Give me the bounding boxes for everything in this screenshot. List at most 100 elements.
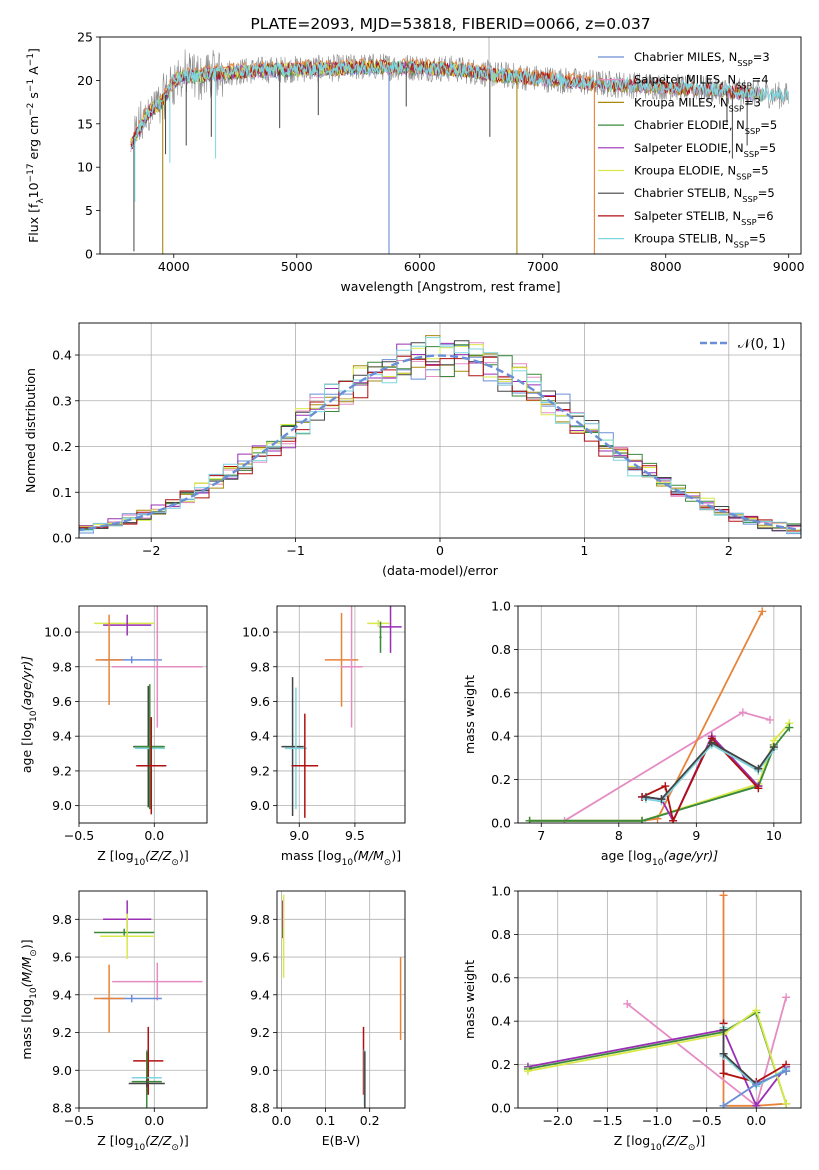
- age-vs-mass-xlabel-part: ⊙: [384, 858, 392, 868]
- spectrum-xtick-label: 7000: [527, 259, 559, 274]
- age-vs-Z-xtick-label: −0.5: [64, 828, 94, 843]
- massweight-vs-Z-plot: [523, 891, 791, 1108]
- age-vs-Z-axes: −0.5 0.0 9.0 9.2 9.4 9.6 9.8 10.0: [44, 606, 207, 843]
- spectrum-axes: 4000 5000 6000 7000 8000 9000 0 5 10 15 20 25: [77, 30, 805, 275]
- mass-vs-Z-ylabel-part: (M/M: [19, 957, 34, 988]
- mass-vs-EBV-ytick-label: 9.8: [250, 912, 270, 927]
- spectrum-ylabel-part: −2: [26, 103, 36, 116]
- massweight-vs-Z-xtick-label: −0.5: [691, 1113, 721, 1128]
- age-vs-Z-xlabel: Z [log10(Z/Z⊙)]: [97, 848, 188, 868]
- age-vs-Z-ytick-label: 9.2: [52, 763, 72, 778]
- massweight-vs-age-xtick-label: 9: [692, 828, 700, 843]
- spectrum-legend-entry-part: =5: [752, 164, 769, 178]
- spectrum-legend-entry-part: Chabrier ELODIE, N: [634, 118, 745, 132]
- mass-vs-EBV-plot: [281, 894, 402, 1108]
- massweight-vs-age-axes: 7 8 9 10 0.0 0.2 0.4 0.6 0.8 1.0: [491, 599, 801, 843]
- spectrum-frame: [99, 36, 802, 255]
- age-vs-Z-ylabel-part: age [log: [19, 722, 34, 773]
- spectrum-legend-entry-part: =5: [760, 118, 777, 132]
- mass-vs-EBV-ytick-label: 9.4: [250, 987, 270, 1002]
- spectrum-legend-entry-part: SSP: [741, 217, 756, 227]
- massweight-vs-Z-marker: [782, 993, 791, 1002]
- age-vs-Z-frame: [78, 605, 208, 824]
- age-vs-Z-ytick-label: 9.0: [52, 798, 72, 813]
- residuals-ytick-label: 0.2: [52, 439, 72, 454]
- age-vs-mass-xlabel-part: (M/M: [353, 848, 384, 863]
- residuals-xtick-label: −1: [286, 543, 304, 558]
- mass-vs-EBV-xtick-label: 0.0: [271, 1113, 291, 1128]
- massweight-vs-age-xtick-label: 10: [766, 828, 782, 843]
- age-vs-Z-plot: [94, 606, 203, 815]
- mass-vs-Z-ylabel-part: 10: [29, 987, 39, 999]
- massweight-vs-Z-xlabel-part: )]: [695, 1133, 705, 1148]
- massweight-vs-age-ytick-label: 1.0: [491, 599, 511, 614]
- residuals-ytick-label: 0.4: [52, 348, 72, 363]
- massweight-vs-age-xlabel-part: (age/yr)]: [663, 848, 718, 863]
- mass-vs-Z-ytick-label: 9.6: [52, 950, 72, 965]
- spectrum-xtick-label: 8000: [650, 259, 682, 274]
- mass-vs-Z-ytick-label: 9.2: [52, 1025, 72, 1040]
- massweight-vs-Z-marker: [719, 1049, 728, 1058]
- residuals-xtick-label: −2: [142, 543, 160, 558]
- mass-vs-EBV-ytick-label: 9.6: [250, 950, 270, 965]
- mass-vs-EBV-xtick-label: 0.2: [360, 1113, 380, 1128]
- massweight-vs-age-marker: [785, 723, 794, 732]
- spectrum-legend-entry-part: Salpeter MILES, N: [634, 73, 736, 87]
- massweight-vs-age-ytick-label: 0.4: [491, 729, 511, 744]
- spectrum-legend-entry: Chabrier ELODIE, NSSP=5: [634, 118, 777, 136]
- massweight-vs-Z-marker: [719, 1025, 728, 1034]
- spectrum-xtick-label: 5000: [281, 259, 313, 274]
- age-vs-mass-xlabel: mass [log10(M/M⊙)]: [281, 848, 401, 868]
- spectrum-plot: [130, 37, 790, 254]
- spectrum-ylabel-part: −1: [26, 79, 36, 92]
- mass-vs-Z-ytick-label: 9.4: [52, 987, 72, 1002]
- residuals-xtick-label: 2: [725, 543, 733, 558]
- mass-vs-EBV-frame: [276, 890, 406, 1109]
- spectrum-legend-entry: Chabrier STELIB, NSSP=5: [634, 186, 775, 204]
- spectrum-ytick-label: 10: [77, 160, 93, 175]
- mass-vs-Z-ylabel-part: )]: [19, 939, 34, 949]
- spectrum-xlabel: wavelength [Angstrom, rest frame]: [340, 279, 560, 294]
- age-vs-mass-xtick-label: 9.0: [289, 828, 309, 843]
- mass-vs-EBV-ytick-label: 9.2: [250, 1025, 270, 1040]
- spectrum-legend-entry-part: =4: [752, 73, 769, 87]
- massweight-vs-Z-xlabel: Z [log10(Z/Z⊙)]: [614, 1133, 705, 1153]
- massweight-vs-Z-xtick-label: −1.5: [592, 1113, 622, 1128]
- age-vs-mass-plot: [281, 606, 402, 818]
- spectrum-ylabel-part: −17: [26, 163, 36, 182]
- residuals-xtick-label: 1: [580, 543, 588, 558]
- spectrum-xtick-label: 6000: [404, 259, 436, 274]
- massweight-vs-age-marker: [669, 816, 678, 823]
- mass-vs-Z-ytick-label: 9.0: [52, 1063, 72, 1078]
- mass-vs-Z-frame: [78, 890, 208, 1109]
- spectrum-ytick-label: 0: [85, 247, 93, 262]
- residuals-ytick-label: 0.0: [52, 531, 72, 546]
- massweight-vs-age-marker: [754, 764, 763, 773]
- massweight-vs-Z-marker: [782, 1099, 791, 1108]
- massweight-vs-Z-marker: [523, 1067, 532, 1076]
- spectrum-legend-entry: Kroupa ELODIE, NSSP=5: [634, 164, 769, 182]
- massweight-vs-Z-marker: [782, 1067, 791, 1076]
- spectrum-legend-entry-part: =6: [757, 209, 774, 223]
- spectrum-legend-entry-part: Salpeter STELIB, N: [634, 209, 741, 223]
- massweight-vs-age-marker: [738, 708, 747, 717]
- age-vs-Z-xlabel-part: ⊙: [171, 858, 179, 868]
- spectrum-legend-entry-part: Chabrier STELIB, N: [634, 186, 742, 200]
- spectrum-ylabel-part: λ: [36, 198, 46, 204]
- massweight-vs-Z-marker: [719, 891, 728, 900]
- age-vs-Z-xlabel-part: 10: [134, 858, 146, 868]
- mass-vs-EBV-xtick-label: 0.1: [316, 1113, 336, 1128]
- mass-vs-Z-xlabel-part: ⊙: [171, 1143, 179, 1153]
- massweight-vs-Z-xlabel-part: (Z/Z: [662, 1133, 689, 1148]
- massweight-vs-age-xlabel-part: age [log: [601, 848, 652, 863]
- spectrum-ylabel-part: Flux [f: [26, 203, 41, 243]
- mass-vs-Z-xlabel-part: (Z/Z: [145, 1133, 172, 1148]
- massweight-vs-Z-ytick-label: 0.8: [491, 927, 511, 942]
- massweight-vs-age-marker: [641, 792, 650, 801]
- age-vs-Z-ylabel-part: (age/yr)]: [19, 656, 34, 711]
- spectrum-legend-entry-part: SSP: [737, 58, 752, 68]
- age-vs-Z-xlabel-part: )]: [179, 848, 189, 863]
- massweight-vs-age-marker: [754, 784, 763, 793]
